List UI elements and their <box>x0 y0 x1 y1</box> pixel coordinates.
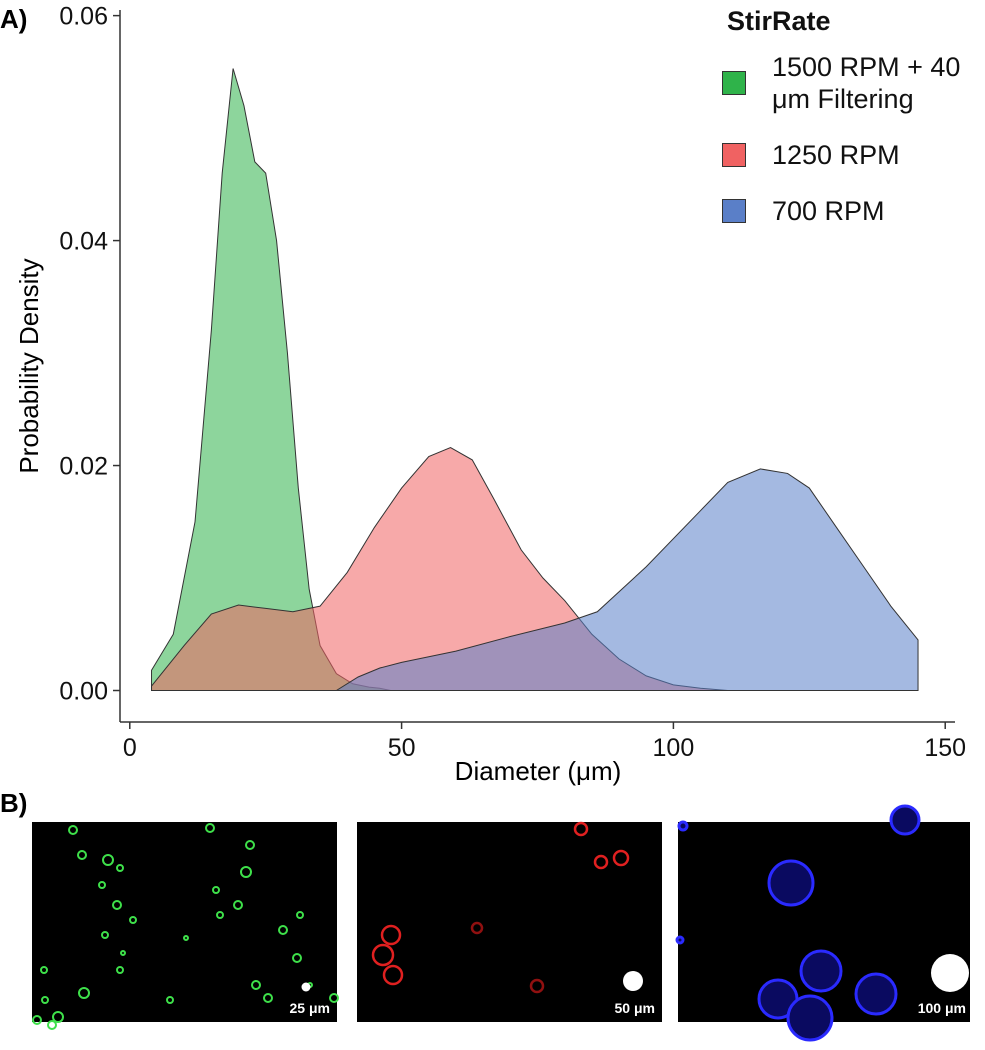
y-tick-label: 0.06 <box>59 3 108 31</box>
panel-label: B) <box>0 788 27 818</box>
x-tick-label: 100 <box>653 734 695 762</box>
legend-label: 1250 RPM <box>772 140 900 170</box>
legend-item: 1250 RPM <box>722 139 984 171</box>
y-tick-label: 0.02 <box>59 453 108 481</box>
y-axis-label: Probability Density <box>14 258 44 473</box>
micrograph <box>32 804 970 1042</box>
legend-swatch <box>722 71 746 95</box>
legend: StirRate 1500 RPM + 40 μm Filtering 1250 … <box>722 0 984 251</box>
legend-label: 700 RPM <box>772 196 885 226</box>
y-tick-label: 0.00 <box>59 678 108 706</box>
legend-swatch <box>722 143 746 167</box>
x-tick-label: 150 <box>924 734 966 762</box>
x-axis-label: Diameter (μm) <box>455 756 622 786</box>
legend-item: 700 RPM <box>722 195 984 227</box>
scale-label: 100 μm <box>918 1000 966 1016</box>
legend-label: 1500 RPM + 40 μm Filtering <box>772 52 961 114</box>
y-tick-label: 0.04 <box>59 228 108 256</box>
panel-label: A) <box>0 4 27 34</box>
x-tick-label: 50 <box>388 734 416 762</box>
scale-label: 25 μm <box>290 1000 330 1016</box>
plot: 0.00 0.02 0.04 0.06 0 50 100 150 <box>59 3 966 762</box>
scale-label: 50 μm <box>615 1000 655 1016</box>
density-area <box>334 468 919 692</box>
legend-swatch <box>722 199 746 223</box>
legend-item: 1500 RPM + 40 μm Filtering <box>722 51 984 115</box>
legend-title: StirRate <box>727 6 831 36</box>
x-tick-label: 0 <box>123 734 137 762</box>
